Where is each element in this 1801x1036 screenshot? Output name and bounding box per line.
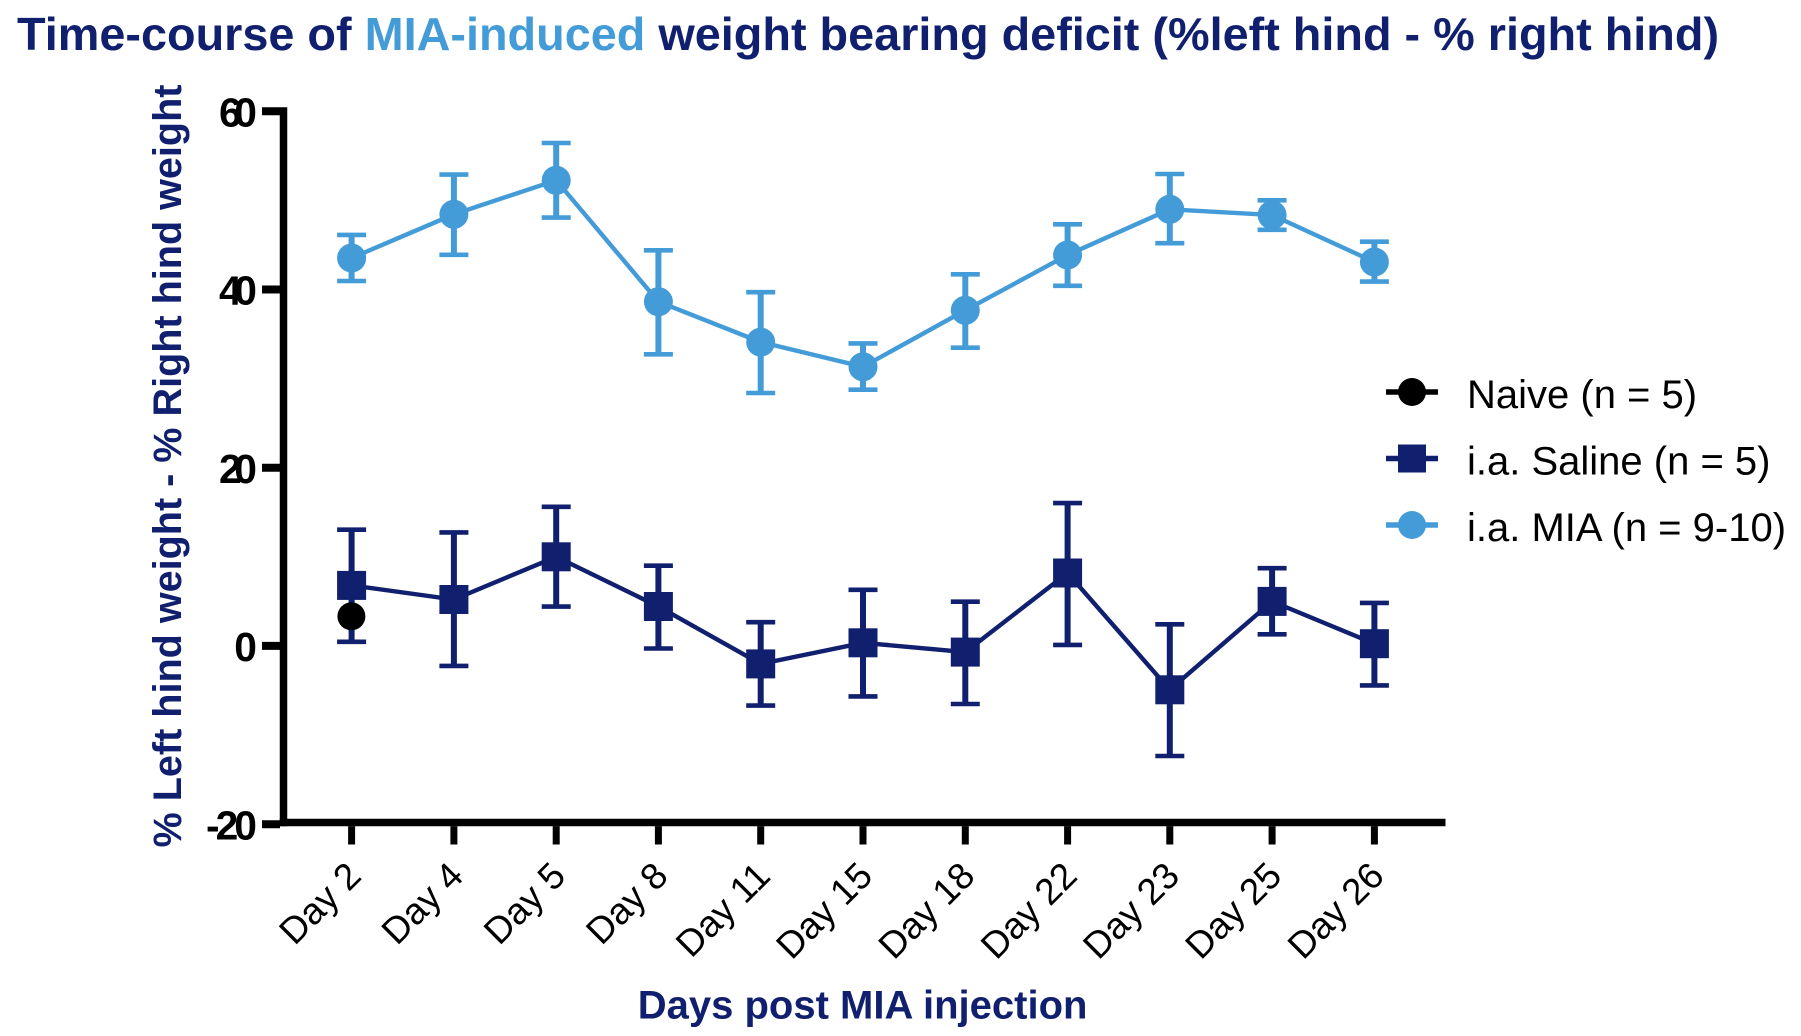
svg-text:% Left hind weight - % Right h: % Left hind weight - % Right hind weight (146, 85, 190, 848)
svg-text:20: 20 (219, 446, 257, 492)
svg-text:-20: -20 (206, 802, 257, 848)
svg-text:60: 60 (219, 89, 257, 135)
svg-text:Days post MIA injection: Days post MIA injection (638, 984, 1088, 1028)
svg-text:i.a. MIA (n = 9-10): i.a. MIA (n = 9-10) (1467, 506, 1786, 550)
svg-text:i.a. Saline (n = 5): i.a. Saline (n = 5) (1467, 440, 1771, 484)
svg-text:40: 40 (219, 268, 257, 314)
svg-text:Naive (n = 5): Naive (n = 5) (1467, 373, 1697, 417)
svg-text:0: 0 (234, 624, 257, 670)
svg-text:Time-course of MIA-induced wei: Time-course of MIA-induced weight bearin… (17, 8, 1719, 60)
